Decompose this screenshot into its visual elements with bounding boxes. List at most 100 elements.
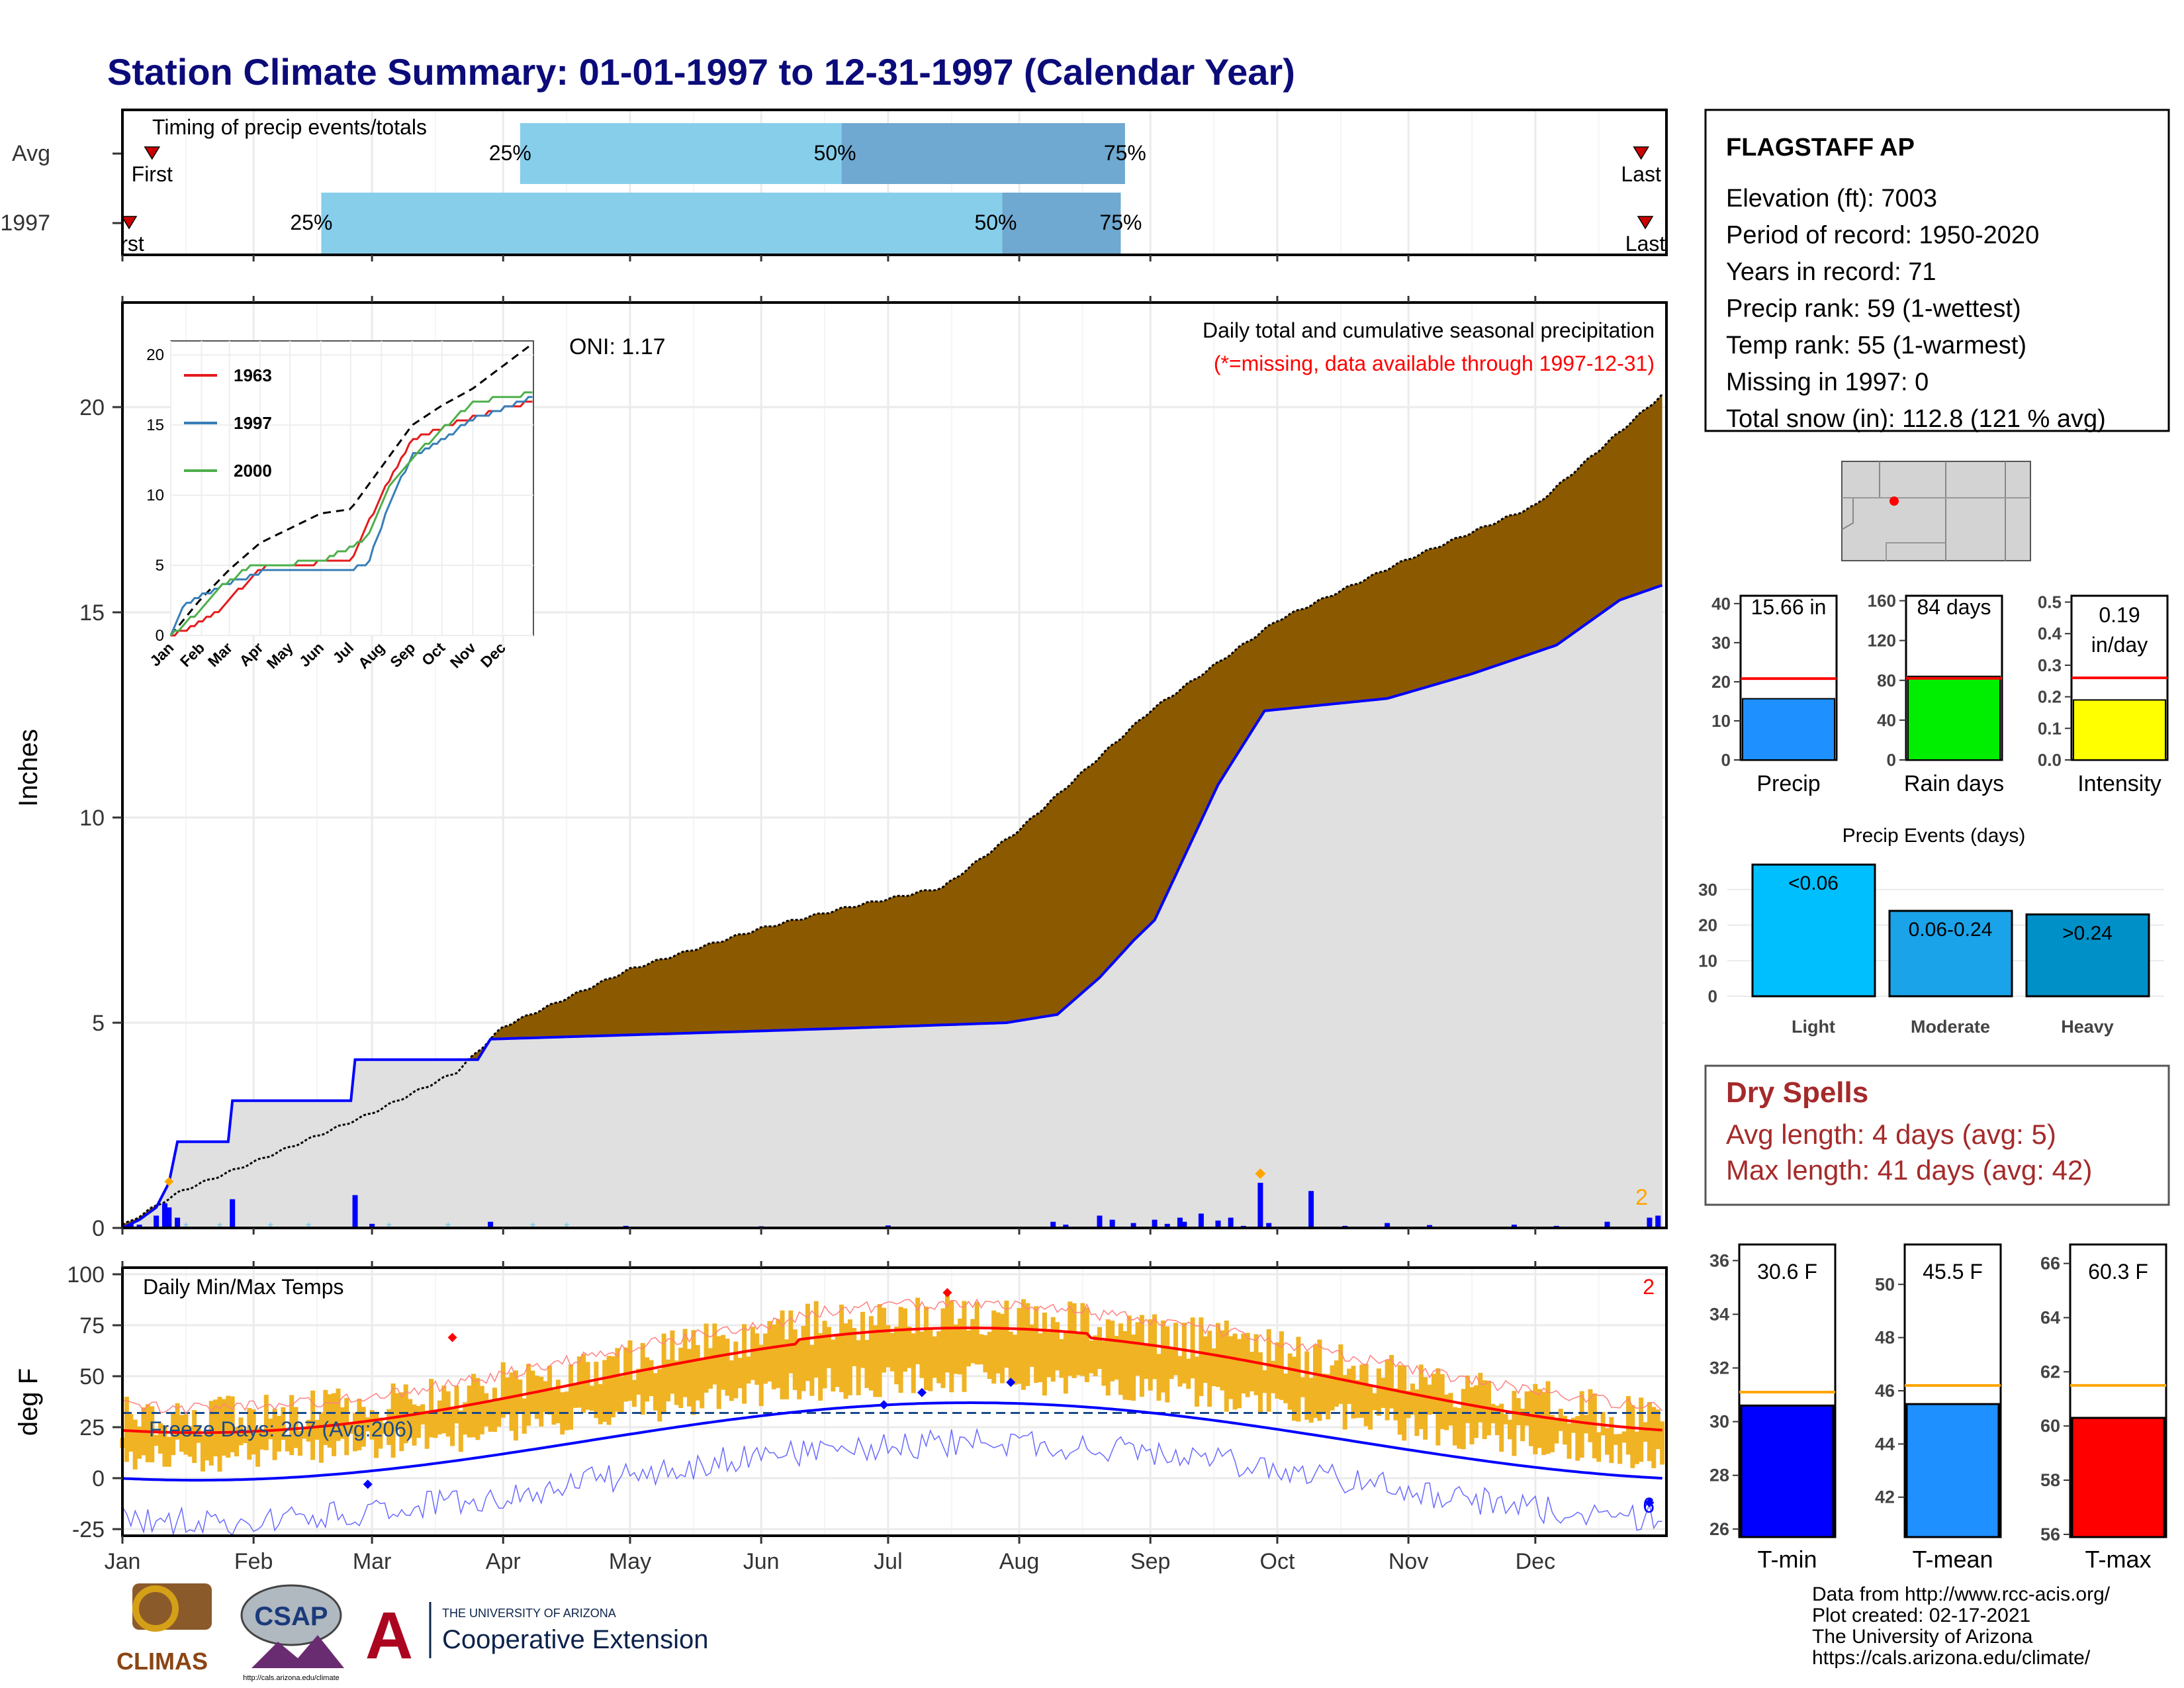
temp-summary-tick-label: 44 xyxy=(1875,1434,1895,1454)
precip-daily-bar xyxy=(1109,1219,1115,1228)
month-label-oct: Oct xyxy=(1260,1549,1295,1574)
temp-daily-range-bar xyxy=(234,1427,240,1457)
station-detail-line: Period of record: 1950-2020 xyxy=(1726,222,2039,250)
temp-daily-range-bar xyxy=(1461,1389,1466,1450)
footer-credit-line: The University of Arizona xyxy=(1812,1626,2033,1648)
temp-daily-range-bar xyxy=(746,1356,751,1384)
temp-daily-range-bar xyxy=(1169,1348,1174,1380)
temp-daily-range-bar xyxy=(695,1344,700,1401)
temp-daily-range-bar xyxy=(374,1411,379,1458)
temp-daily-range-bar xyxy=(826,1327,831,1368)
events-title: Precip Events (days) xyxy=(1843,825,2026,847)
mini-y-tick-label: 20 xyxy=(1711,672,1731,692)
temp-daily-range-bar xyxy=(1232,1333,1238,1410)
temp-daily-range-bar xyxy=(318,1412,324,1463)
temp-daily-range-bar xyxy=(463,1402,468,1435)
precip-daily-bar xyxy=(1604,1221,1610,1228)
temp-daily-range-bar xyxy=(1439,1374,1445,1429)
temp-daily-range-bar xyxy=(657,1369,662,1422)
temp-daily-range-bar xyxy=(1533,1383,1538,1454)
temp-daily-range-bar xyxy=(1478,1372,1483,1423)
inset-legend-label: 1997 xyxy=(234,413,272,433)
temp-daily-range-bar xyxy=(1410,1383,1415,1415)
temp-y-tick-label: -25 xyxy=(72,1517,105,1542)
temp-summary-tick-label: 62 xyxy=(2040,1362,2060,1382)
precip-daily-bar xyxy=(1511,1225,1517,1228)
temp-summary-tick-label: 36 xyxy=(1709,1250,1729,1270)
temp-y-tick-label: 25 xyxy=(79,1415,105,1440)
temp-corner-max: 2 xyxy=(1643,1275,1655,1299)
temp-daily-range-bar xyxy=(1431,1374,1436,1414)
mini-y-tick-label: 160 xyxy=(1868,591,1896,611)
temp-daily-range-bar xyxy=(805,1303,810,1382)
footer: Data from http://www.rcc-acis.org/Plot c… xyxy=(116,1583,2111,1682)
temp-daily-range-bar xyxy=(1203,1336,1208,1383)
temp-daily-range-bar xyxy=(1651,1407,1657,1468)
temp-daily-range-bar xyxy=(289,1395,295,1456)
temp-daily-range-bar xyxy=(323,1389,328,1445)
temp-daily-range-bar xyxy=(991,1310,997,1384)
month-label-mar: Mar xyxy=(353,1549,392,1574)
inset-y-tick: 20 xyxy=(146,346,164,364)
temp-daily-range-bar xyxy=(1347,1368,1352,1404)
temp-daily-range-bar xyxy=(1279,1331,1284,1400)
temp-daily-range-bar xyxy=(1220,1330,1225,1391)
temp-summary-value: 60.3 F xyxy=(2088,1260,2148,1284)
temp-daily-range-bar xyxy=(1042,1312,1047,1396)
temp-daily-range-bar xyxy=(585,1362,590,1410)
temp-summary-t-max: 56 58 60 62 64 66 60.3 F T-max xyxy=(2040,1243,2167,1573)
temp-lines xyxy=(122,1288,1666,1536)
precip-y-axis: 0 5 10 15 20 xyxy=(79,395,122,1241)
temp-daily-range-bar xyxy=(1021,1299,1026,1390)
mini-y-tick-label: 0.2 xyxy=(2038,687,2062,707)
temp-daily-range-bar xyxy=(797,1338,802,1399)
temp-daily-range-bar xyxy=(686,1348,692,1407)
temp-daily-range-bar xyxy=(1287,1353,1293,1410)
temp-daily-range-bar xyxy=(864,1340,870,1388)
timing-first-marker xyxy=(120,216,138,230)
temp-daily-range-bar xyxy=(1494,1405,1500,1436)
temp-daily-range-bar xyxy=(475,1378,480,1440)
temp-daily-range-bar xyxy=(928,1327,933,1391)
freeze-days-label: Freeze Days: 207 (Avg:206) xyxy=(149,1417,414,1441)
temp-daily-range-bar xyxy=(737,1358,743,1389)
temp-daily-range-bar xyxy=(196,1426,201,1443)
temp-summary-tick-label: 34 xyxy=(1709,1304,1729,1324)
temp-daily-range-bar xyxy=(733,1341,739,1399)
temp-daily-range-bar xyxy=(1402,1366,1407,1441)
temp-daily-range-bar xyxy=(1126,1315,1132,1401)
temp-daily-range-bar xyxy=(226,1395,231,1458)
temp-daily-range-bar xyxy=(754,1333,760,1385)
temp-daily-range-bar xyxy=(1482,1380,1487,1439)
temp-daily-range-bar xyxy=(949,1300,954,1393)
temperature-summary-bars: 26 28 30 32 34 36 30.6 F T-min 42 44 46 48 50 45.5 F T… xyxy=(1709,1243,2167,1573)
temp-daily-range-bar xyxy=(1334,1360,1339,1407)
footer-credit-line: Data from http://www.rcc-acis.org/ xyxy=(1812,1583,2111,1605)
month-label-nov: Nov xyxy=(1388,1549,1428,1574)
timing-50-label: 50% xyxy=(814,141,856,165)
temp-record-marker xyxy=(447,1333,457,1342)
precip-daily-bar xyxy=(1097,1215,1103,1228)
events-bar-moderate xyxy=(1888,910,2013,998)
temp-daily-range-bar xyxy=(813,1301,819,1378)
temp-daily-range-bar xyxy=(649,1360,654,1397)
temp-daily-range-bar xyxy=(137,1427,142,1459)
mini-chart-raindays: 0 40 80 120 160 84 days Rain days xyxy=(1868,591,2004,796)
inset-max-line xyxy=(169,343,533,636)
temp-daily-range-bar xyxy=(882,1307,887,1373)
temp-daily-range-bar xyxy=(1355,1380,1360,1419)
temp-daily-range-bar xyxy=(589,1385,594,1411)
precip-daily-bar xyxy=(166,1207,172,1228)
temp-corner-min: 6 xyxy=(1643,1493,1655,1517)
timing-first-label: First xyxy=(132,162,173,186)
month-label-dec: Dec xyxy=(1516,1549,1555,1574)
temp-daily-range-bar xyxy=(369,1409,375,1440)
temp-daily-range-bar xyxy=(1050,1317,1056,1382)
temp-daily-range-bar xyxy=(1563,1415,1568,1445)
temp-daily-range-bar xyxy=(1524,1391,1529,1426)
temp-daily-range-bar xyxy=(1029,1324,1034,1367)
temp-daily-range-bar xyxy=(1528,1391,1533,1446)
timing-bar-50-75 xyxy=(841,123,1125,184)
temp-daily-range-bar xyxy=(154,1434,159,1446)
temp-summary-label: T-max xyxy=(2085,1546,2151,1573)
